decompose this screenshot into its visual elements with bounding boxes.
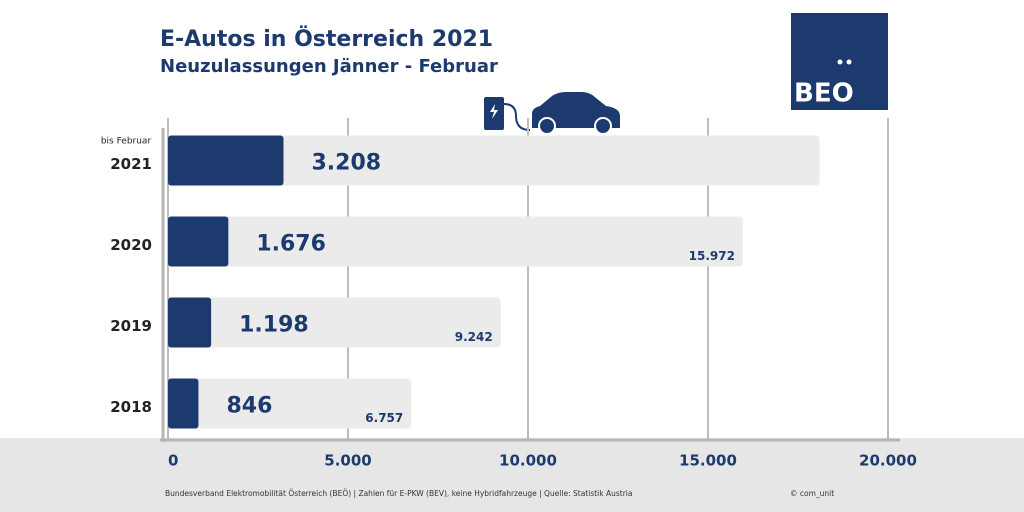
logo-dot — [837, 59, 843, 65]
plot: 0 5.000 10.000 15.000 20.000 2021 3.208 2020 15.… — [110, 118, 917, 470]
y-tick-label: 2019 — [110, 317, 152, 335]
y-tick-label: 2021 — [110, 155, 152, 173]
x-tick-label: 5.000 — [324, 452, 371, 470]
cable — [503, 103, 531, 131]
chart-subtitle: Neuzulassungen Jänner - Februar — [160, 56, 498, 77]
wheel — [538, 117, 556, 135]
x-tick-label: 10.000 — [499, 452, 557, 470]
total-bar — [168, 297, 501, 348]
total-bar — [168, 378, 412, 429]
logo-text: BEO — [794, 79, 854, 109]
value-label: 1.676 — [256, 232, 326, 257]
footer-band — [0, 438, 1024, 512]
logo: BEO — [791, 13, 888, 110]
x-tick-label: 0 — [168, 452, 178, 470]
value-label: 1.198 — [239, 313, 309, 338]
y-tick-label: 2018 — [110, 398, 152, 416]
chart-title: E-Autos in Österreich 2021 — [160, 26, 493, 52]
bar — [168, 297, 212, 348]
bar — [168, 135, 284, 186]
bar — [168, 216, 229, 267]
total-label: 9.242 — [455, 330, 493, 344]
total-bar — [168, 216, 743, 267]
credit: © com_unit — [790, 489, 834, 498]
bar — [168, 378, 199, 429]
x-tick-label: 20.000 — [859, 452, 917, 470]
total-label: 15.972 — [689, 249, 735, 263]
annotation: bis Februar — [101, 137, 152, 147]
bolt — [490, 104, 498, 119]
total-bar — [168, 135, 820, 186]
value-label: 846 — [226, 394, 272, 419]
wheel — [594, 117, 612, 135]
x-tick-label: 15.000 — [679, 452, 737, 470]
y-tick-label: 2020 — [110, 236, 152, 254]
source: Bundesverband Elektromobilität Österreic… — [165, 489, 632, 498]
logo-dot — [846, 59, 852, 65]
total-label: 6.757 — [365, 411, 403, 425]
car-icon — [484, 92, 620, 135]
value-label: 3.208 — [311, 151, 381, 176]
